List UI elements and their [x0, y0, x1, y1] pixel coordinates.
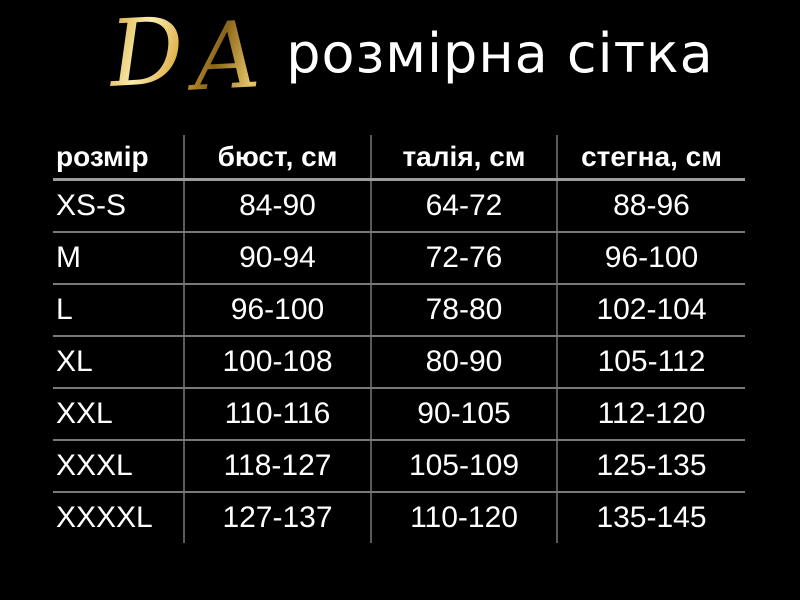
hips-cell: 112-120 — [557, 388, 745, 441]
bust-cell: 127-137 — [184, 492, 372, 543]
hips-cell: 96-100 — [557, 232, 745, 285]
size-cell: XS-S — [53, 179, 185, 233]
table-row: XXXL 118-127 105-109 125-135 — [53, 440, 745, 493]
waist-cell: 105-109 — [371, 440, 558, 493]
bust-cell: 100-108 — [184, 336, 372, 389]
size-table: розмір бюст, см талія, см стегна, см XS-… — [53, 135, 745, 543]
brand-logo: D & A — [87, 0, 283, 119]
table-row: XL 100-108 80-90 105-112 — [53, 336, 745, 389]
table-row: M 90-94 72-76 96-100 — [53, 232, 745, 285]
bust-cell: 96-100 — [184, 284, 372, 337]
hips-cell: 105-112 — [557, 336, 745, 389]
waist-cell: 78-80 — [371, 284, 558, 337]
table-row: XXXXL 127-137 110-120 135-145 — [53, 492, 745, 543]
table-row: XS-S 84-90 64-72 88-96 — [53, 179, 745, 233]
waist-cell: 80-90 — [371, 336, 558, 389]
size-cell: XXXXL — [53, 492, 185, 543]
waist-cell: 90-105 — [371, 388, 558, 441]
page-title: розмірна сітка — [286, 22, 714, 85]
bust-cell: 110-116 — [184, 388, 372, 441]
bust-cell: 118-127 — [184, 440, 372, 493]
table-row: L 96-100 78-80 102-104 — [53, 284, 745, 337]
size-cell: XL — [53, 336, 185, 389]
column-header-waist: талія, см — [371, 135, 558, 181]
logo-ampersand: & — [167, 48, 208, 100]
waist-cell: 64-72 — [371, 179, 558, 233]
table-row: XXL 110-116 90-105 112-120 — [53, 388, 745, 441]
column-header-bust: бюст, см — [184, 135, 372, 181]
size-cell: L — [53, 284, 185, 337]
hips-cell: 125-135 — [557, 440, 745, 493]
table-header-row: розмір бюст, см талія, см стегна, см — [53, 135, 745, 181]
bust-cell: 90-94 — [184, 232, 372, 285]
column-header-hips: стегна, см — [557, 135, 745, 181]
size-cell: XXL — [53, 388, 185, 441]
bust-cell: 84-90 — [184, 179, 372, 233]
hips-cell: 102-104 — [557, 284, 745, 337]
size-cell: M — [53, 232, 185, 285]
size-cell: XXXL — [53, 440, 185, 493]
column-header-size: розмір — [53, 135, 185, 181]
hips-cell: 135-145 — [596, 501, 707, 534]
waist-cell: 110-120 — [371, 492, 558, 543]
waist-cell: 72-76 — [371, 232, 558, 285]
hips-cell: 88-96 — [557, 179, 745, 233]
